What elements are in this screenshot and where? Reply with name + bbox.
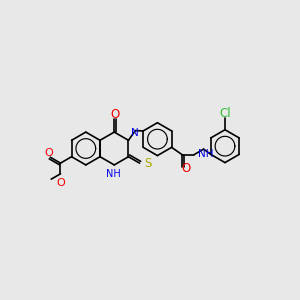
Text: O: O [45,148,53,158]
Text: O: O [182,162,190,176]
Text: NH: NH [198,149,213,159]
Text: O: O [111,108,120,121]
Text: N: N [130,128,138,138]
Text: O: O [57,178,65,188]
Text: S: S [145,157,152,170]
Text: NH: NH [106,169,121,179]
Text: Cl: Cl [219,107,231,120]
